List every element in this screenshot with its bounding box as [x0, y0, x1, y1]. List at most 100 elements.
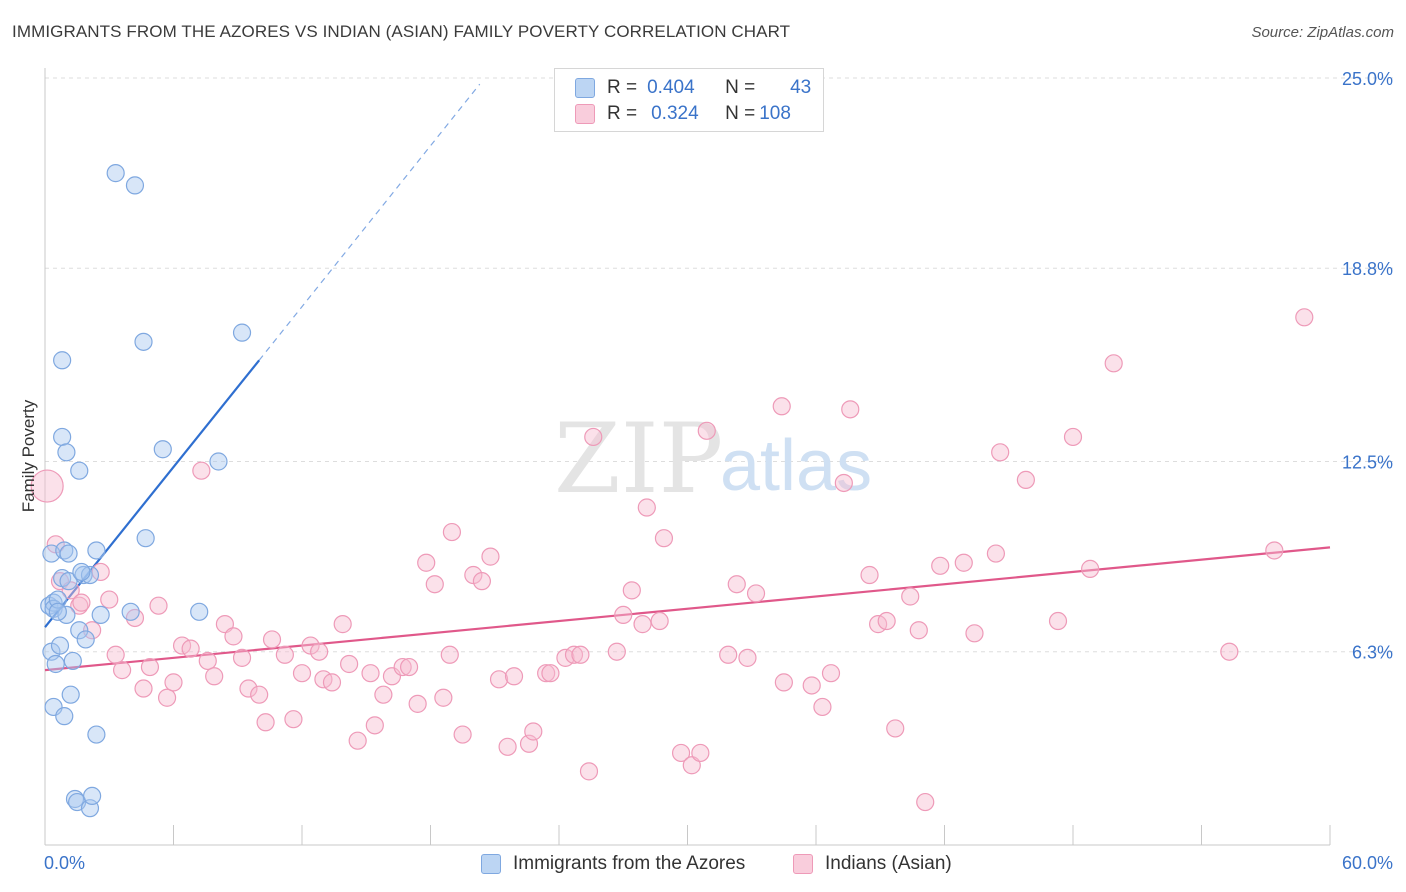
indians-point	[564, 645, 584, 664]
indians-point	[774, 673, 793, 692]
indians-point	[650, 611, 669, 631]
indians-point	[579, 762, 599, 781]
indians-swatch	[575, 104, 595, 124]
indians-point	[205, 667, 224, 686]
indians-point	[727, 575, 746, 594]
indians-point	[1016, 470, 1035, 490]
indians-point	[310, 642, 329, 661]
indians-point	[931, 556, 950, 575]
indians-point	[746, 584, 766, 603]
indians-point	[1295, 308, 1314, 327]
x-tick-label-min: 0.0%	[44, 853, 85, 873]
azores-point	[83, 786, 102, 806]
indians-point	[340, 654, 359, 674]
indians-point	[284, 710, 303, 729]
watermark-atlas: atlas	[720, 426, 872, 506]
legend-row-azores: R = 0.404 N = 43	[575, 76, 811, 100]
indians-point	[70, 596, 89, 615]
source-label: Source: ZipAtlas.com	[1251, 24, 1394, 41]
azores-point	[53, 351, 72, 370]
indians-point	[262, 630, 282, 649]
indians-point	[682, 756, 701, 775]
azores-point	[153, 440, 172, 459]
indians-point	[498, 737, 517, 756]
indians-point	[954, 553, 973, 572]
indians-point	[622, 581, 641, 600]
indians-point	[584, 427, 603, 447]
azores-point	[59, 544, 78, 563]
indians-point	[1265, 541, 1284, 560]
n-value: 108	[759, 103, 791, 124]
indians-point	[100, 590, 119, 609]
azores-point	[76, 630, 95, 649]
x-tick-label-max: 60.0%	[1342, 853, 1393, 873]
azores-point	[63, 651, 82, 671]
indians-point	[393, 657, 412, 677]
axes	[44, 68, 1331, 846]
indians-point	[671, 743, 691, 763]
trend-lines	[44, 83, 1331, 672]
bottom-legend-indians: Indians (Asian)	[793, 851, 952, 877]
azores-point	[70, 461, 89, 480]
n-label: N =	[725, 77, 756, 98]
chart-title: IMMIGRANTS FROM THE AZORES VS INDIAN (AS…	[12, 22, 791, 41]
indians-point	[83, 621, 102, 640]
y-tick-label: 18.8%	[1342, 259, 1393, 279]
azores-point	[106, 164, 125, 183]
indians-trend-line	[44, 546, 1331, 672]
r-label: R =	[607, 103, 638, 124]
azores-point	[55, 707, 74, 726]
indians-point	[633, 615, 652, 634]
azores-point	[91, 605, 110, 625]
indians-point	[802, 676, 821, 695]
grid-lines	[45, 77, 1395, 653]
azores-point	[61, 685, 80, 704]
indians-point	[164, 673, 183, 692]
azores-point	[65, 789, 85, 809]
indians-point	[860, 565, 879, 585]
azores-legend-label: Immigrants from the Azores	[513, 853, 746, 874]
azores-point	[125, 176, 145, 195]
indians-point	[986, 544, 1006, 563]
indians-point	[719, 645, 738, 664]
tick-labels: 6.3% 12.5% 18.8% 25.0% 0.0% 60.0% Family Pover…	[19, 69, 1393, 873]
indians-point	[637, 498, 656, 517]
y-tick-label: 6.3%	[1352, 643, 1393, 663]
azores-point	[50, 636, 70, 655]
indians-point	[292, 664, 312, 683]
data-points	[30, 164, 1314, 818]
azores-point	[209, 452, 228, 471]
indians-point	[1063, 427, 1083, 447]
indians-point	[134, 679, 153, 698]
azores-swatch	[575, 78, 595, 98]
indians-point	[472, 572, 491, 591]
r-label: R =	[607, 77, 638, 98]
indians-point	[489, 670, 509, 689]
indians-point	[149, 596, 168, 615]
azores-legend-swatch	[481, 854, 501, 874]
indians-point	[72, 593, 91, 612]
indians-point	[224, 627, 243, 646]
indians-point	[106, 645, 125, 664]
indians-point	[198, 651, 217, 671]
indians-point	[417, 553, 436, 572]
indians-point	[1104, 354, 1123, 373]
indians-point	[524, 722, 543, 741]
r-value: 0.404	[647, 77, 695, 98]
n-label: N =	[725, 103, 756, 124]
indians-point	[909, 621, 928, 640]
indians-point	[434, 688, 453, 707]
y-tick-label: 25.0%	[1342, 69, 1393, 89]
azores-point	[136, 529, 155, 548]
indians-point	[333, 615, 352, 634]
y-tick-label: 12.5%	[1342, 453, 1393, 473]
azores-point	[121, 602, 140, 621]
azores-point	[70, 621, 89, 640]
indians-point	[440, 645, 459, 664]
indians-point	[481, 547, 500, 566]
indians-point	[991, 443, 1010, 462]
indians-point	[442, 522, 462, 542]
indians-point	[821, 664, 841, 683]
azores-point	[87, 541, 106, 560]
